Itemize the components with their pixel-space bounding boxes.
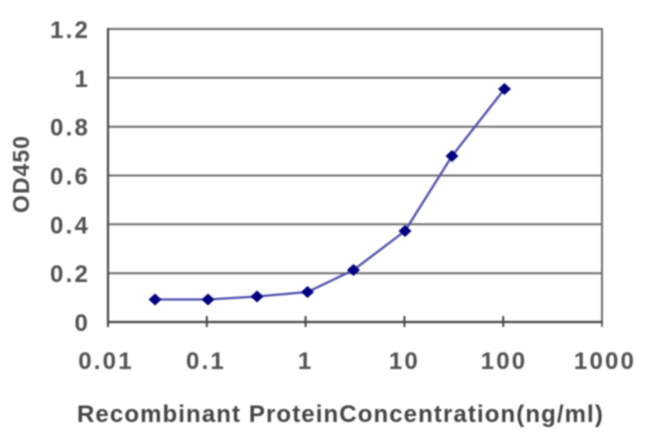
svg-text:0.01: 0.01 [78, 348, 134, 375]
svg-text:0.4: 0.4 [50, 212, 90, 239]
svg-text:Recombinant ProteinConcentrati: Recombinant ProteinConcentration(ng/ml) [77, 401, 604, 428]
svg-text:0.1: 0.1 [186, 348, 226, 375]
svg-text:0.8: 0.8 [50, 115, 90, 142]
svg-text:0: 0 [74, 310, 90, 337]
svg-text:1: 1 [298, 348, 314, 375]
svg-text:1.2: 1.2 [50, 17, 90, 44]
svg-text:100: 100 [481, 348, 528, 375]
svg-text:1: 1 [74, 66, 90, 93]
svg-text:0.6: 0.6 [50, 164, 90, 191]
svg-text:1000: 1000 [574, 348, 636, 375]
svg-text:0.2: 0.2 [50, 261, 90, 288]
svg-text:10: 10 [389, 348, 420, 375]
svg-text:OD450: OD450 [8, 135, 34, 213]
